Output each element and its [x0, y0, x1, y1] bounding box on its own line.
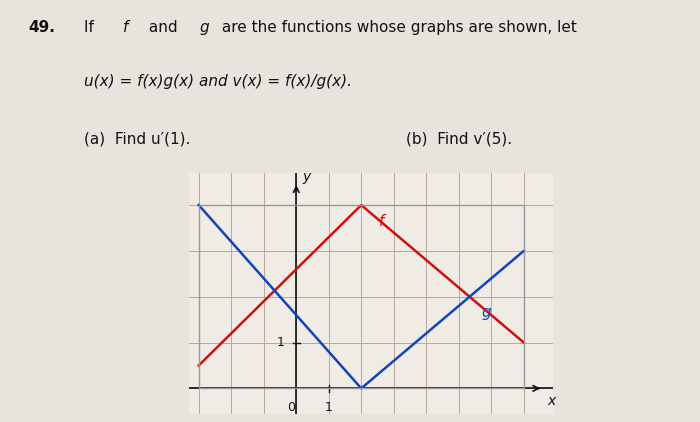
Text: 0: 0: [288, 401, 295, 414]
Text: u(x) = f(x)g(x) and v(x) = f(x)/g(x).: u(x) = f(x)g(x) and v(x) = f(x)/g(x).: [84, 74, 352, 89]
Text: 1: 1: [277, 336, 285, 349]
Text: g: g: [482, 306, 491, 320]
Text: are the functions whose graphs are shown, let: are the functions whose graphs are shown…: [217, 20, 577, 35]
Text: g: g: [199, 20, 209, 35]
Text: 49.: 49.: [28, 20, 55, 35]
Text: (b)  Find v′(5).: (b) Find v′(5).: [406, 132, 512, 147]
Text: x: x: [547, 394, 556, 408]
Text: f: f: [122, 20, 128, 35]
Text: y: y: [302, 170, 310, 184]
Text: If: If: [84, 20, 99, 35]
Text: f: f: [379, 214, 384, 229]
Text: (a)  Find u′(1).: (a) Find u′(1).: [84, 132, 190, 147]
Text: 1: 1: [325, 401, 332, 414]
Bar: [199, 205, 524, 388]
Text: and: and: [144, 20, 182, 35]
